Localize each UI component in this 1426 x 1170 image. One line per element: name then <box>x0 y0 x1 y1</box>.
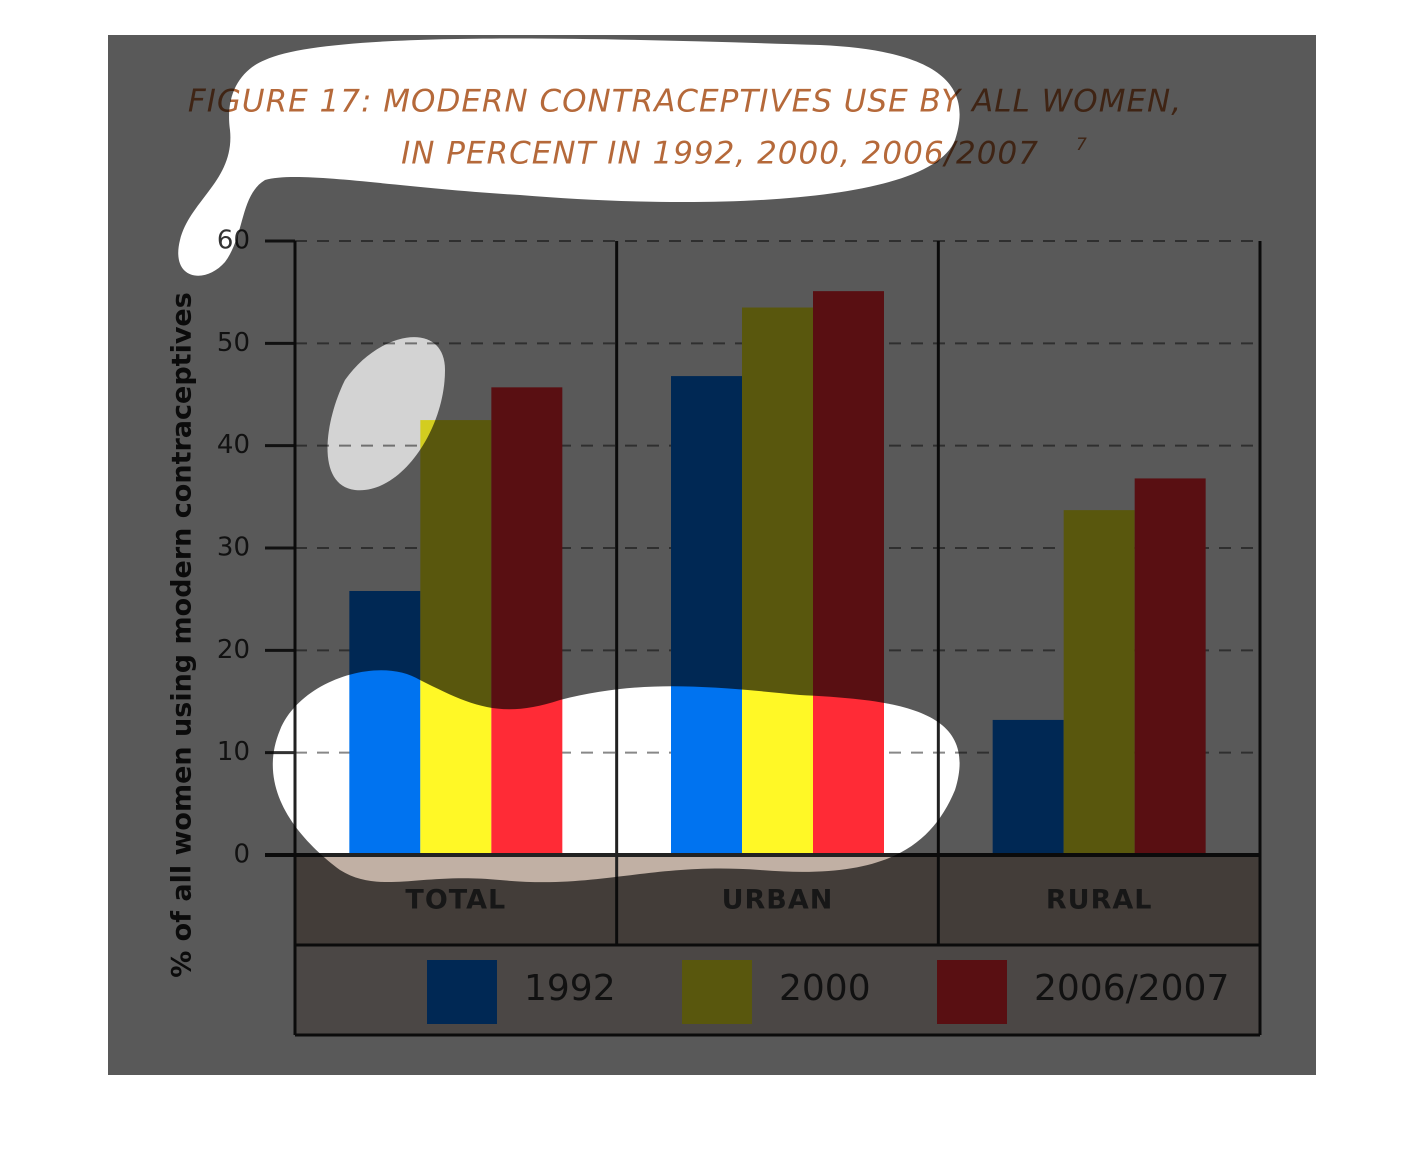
dim-overlay <box>108 35 1316 1075</box>
